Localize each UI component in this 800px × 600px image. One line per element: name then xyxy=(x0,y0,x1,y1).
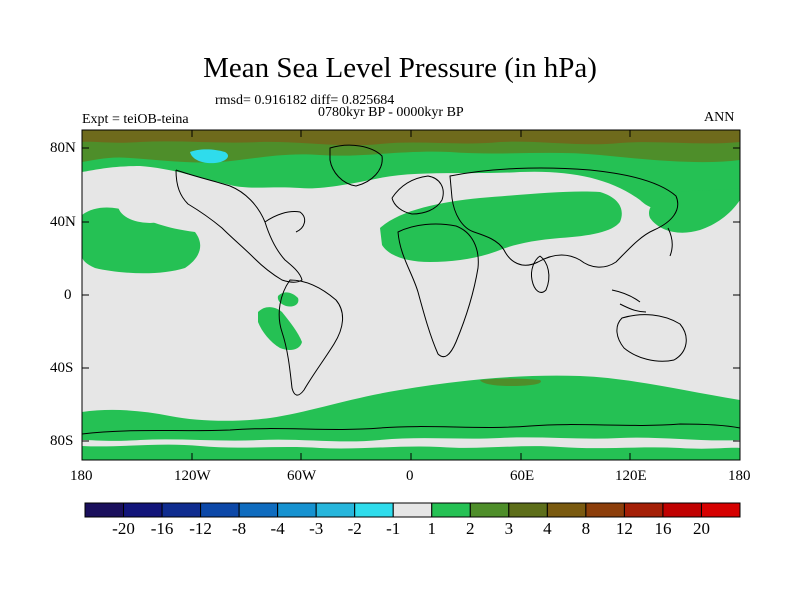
colorbar-tick-label: -1 xyxy=(386,519,401,538)
axis-ticks xyxy=(81,130,741,460)
lon-label-180e: 180 xyxy=(728,468,751,484)
stats-text: rmsd= 0.916182 diff= 0.825684 xyxy=(215,93,395,108)
lon-label-0: 0 xyxy=(406,468,414,484)
season-text: ANN xyxy=(704,110,735,125)
colorbar-swatch xyxy=(585,502,625,518)
colorbar-swatch xyxy=(623,502,664,518)
colorbar-swatch xyxy=(161,502,202,518)
colorbar-swatch xyxy=(123,502,163,518)
colorbar-tick-label: 4 xyxy=(543,519,552,538)
region-npacific-east xyxy=(649,188,740,233)
colorbar-tick-label: -12 xyxy=(189,519,212,538)
region-npacific-hole xyxy=(118,187,182,223)
lat-label-80s: 80S xyxy=(50,433,74,449)
region-southern-ocean-low xyxy=(82,444,740,460)
region-mediterranean xyxy=(380,191,622,262)
colorbar-swatch xyxy=(315,502,356,518)
lon-label-60e: 60E xyxy=(510,468,535,484)
colorbar-swatch xyxy=(354,502,394,518)
colorbar-swatch xyxy=(238,502,279,518)
chart-title: Mean Sea Level Pressure (in hPa) xyxy=(203,52,597,84)
colorbar-tick-label: -20 xyxy=(112,519,135,538)
lat-label-80n: 80N xyxy=(50,140,76,156)
region-southern-dark xyxy=(480,378,541,386)
region-samerica-2 xyxy=(277,292,299,307)
lon-label-180w: 180 xyxy=(70,468,93,484)
colorbar-tick-label: -16 xyxy=(150,519,174,538)
colorbar-swatch xyxy=(469,502,510,518)
lon-label-120w: 120W xyxy=(174,468,211,484)
period-text: 0780kyr BP - 0000kyr BP xyxy=(318,105,464,120)
colorbar-swatch xyxy=(546,502,587,518)
region-npacific-west xyxy=(82,207,201,274)
lat-label-40s: 40S xyxy=(50,360,74,376)
colorbar-tick-label: -4 xyxy=(270,519,285,538)
colorbar-swatch xyxy=(392,502,433,518)
colorbar-tick-label: -2 xyxy=(347,519,362,538)
region-samerica-1 xyxy=(258,307,302,350)
colorbar-tick-label: 16 xyxy=(654,519,672,538)
colorbar-tick-label: 8 xyxy=(581,519,591,538)
colorbar-swatch xyxy=(508,502,548,518)
region-arctic-olive xyxy=(82,130,740,146)
colorbar-tick-label: 2 xyxy=(466,519,475,538)
lat-label-0: 0 xyxy=(64,287,72,303)
coastlines xyxy=(81,144,741,435)
region-arctic-cyan xyxy=(190,149,229,164)
lon-label-60w: 60W xyxy=(287,468,317,484)
colorbar-swatch xyxy=(700,502,741,518)
colorbar-tick-label: -3 xyxy=(309,519,324,538)
colorbar-swatch xyxy=(662,502,702,518)
colorbar-tick-label: 1 xyxy=(427,519,437,538)
colorbar-tick-label: 12 xyxy=(615,519,633,538)
colorbar-swatch xyxy=(200,502,240,518)
colorbar-tick-label: 3 xyxy=(504,519,514,538)
lon-label-120e: 120E xyxy=(615,468,647,484)
colorbar-tick-label: -8 xyxy=(232,519,247,538)
colorbar-tick-label: 20 xyxy=(692,519,710,538)
pressure-field xyxy=(82,130,740,460)
colorbar-swatch xyxy=(84,502,125,518)
colorbar-swatch xyxy=(277,502,317,518)
lat-label-40n: 40N xyxy=(50,214,76,230)
experiment-text: Expt = teiOB-teina xyxy=(82,112,189,127)
colorbar-swatch xyxy=(431,502,471,518)
